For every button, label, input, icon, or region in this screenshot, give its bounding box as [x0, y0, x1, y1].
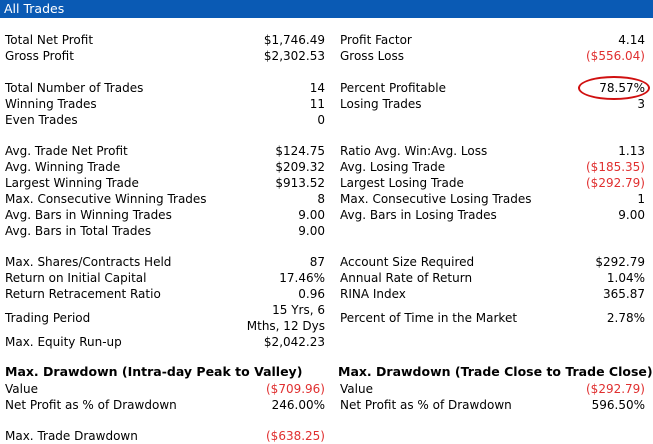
stat-label: Return Retracement Ratio [5, 287, 161, 301]
stat-value: 0.96 [298, 287, 325, 301]
stat-label: Largest Winning Trade [5, 176, 139, 190]
stat-label: Gross Loss [340, 49, 404, 63]
stat-value: $2,302.53 [263, 49, 325, 63]
stat-value: $1,746.49 [263, 33, 325, 47]
stat-label: Total Net Profit [5, 33, 94, 47]
stat-label: Annual Rate of Return [340, 271, 473, 285]
stat-label: RINA Index [340, 287, 406, 301]
report-title: All Trades [4, 1, 65, 16]
stat-value: 9.00 [618, 208, 645, 222]
report-header: All Trades [0, 0, 653, 18]
trading-period-value-line1: 15 Yrs, 6 [272, 303, 325, 317]
stat-label: Net Profit as % of Drawdown [5, 398, 177, 412]
stat-label: Return on Initial Capital [5, 271, 147, 285]
stat-label: Total Number of Trades [5, 81, 144, 95]
stat-label: Avg. Bars in Total Trades [5, 224, 152, 238]
stat-value: 11 [309, 97, 325, 111]
stat-label: Avg. Bars in Winning Trades [5, 208, 172, 222]
stat-label: Max. Equity Run-up [5, 335, 122, 349]
stat-label: Avg. Losing Trade [340, 160, 446, 174]
stat-value: ($709.96) [266, 382, 325, 396]
stat-label: Max. Trade Drawdown [5, 429, 138, 443]
section-title-intraday-drawdown: Max. Drawdown (Intra-day Peak to Valley) [5, 364, 303, 379]
stat-value: 2.78% [606, 311, 645, 325]
stat-label: Trading Period [5, 311, 91, 325]
stat-label: Value [5, 382, 38, 396]
stat-label: Avg. Bars in Losing Trades [340, 208, 497, 222]
stat-value: 17.46% [279, 271, 325, 285]
stat-value: $2,042.23 [263, 335, 325, 349]
stat-value: 9.00 [298, 224, 325, 238]
stat-label: Max. Consecutive Losing Trades [340, 192, 532, 206]
stat-value: ($556.04) [586, 49, 645, 63]
stat-label: Value [340, 382, 373, 396]
stat-value: $124.75 [275, 144, 325, 158]
stat-label: Account Size Required [340, 255, 475, 269]
stat-label: Max. Shares/Contracts Held [5, 255, 172, 269]
stat-label: Avg. Winning Trade [5, 160, 121, 174]
stat-label: Avg. Trade Net Profit [5, 144, 128, 158]
stat-value: 1 [637, 192, 645, 206]
trading-period-value-line2: Mths, 12 Dys [246, 319, 325, 333]
stat-value: 0 [317, 113, 325, 127]
stat-value: $292.79 [595, 255, 645, 269]
section-title-close-drawdown: Max. Drawdown (Trade Close to Trade Clos… [338, 364, 653, 379]
stat-value: 365.87 [603, 287, 645, 301]
stat-label: Profit Factor [340, 33, 412, 47]
stat-value: 1.04% [606, 271, 645, 285]
stat-value: ($638.25) [266, 429, 325, 443]
stat-value: 14 [309, 81, 325, 95]
stat-label: Max. Consecutive Winning Trades [5, 192, 207, 206]
stat-label: Net Profit as % of Drawdown [340, 398, 512, 412]
stat-value: ($185.35) [586, 160, 645, 174]
stat-value: ($292.79) [586, 382, 645, 396]
stat-value: 4.14 [618, 33, 645, 47]
stat-value: 9.00 [298, 208, 325, 222]
stat-value: 1.13 [618, 144, 645, 158]
stat-value: 3 [637, 97, 645, 111]
stat-value: 596.50% [591, 398, 645, 412]
stat-label: Gross Profit [5, 49, 74, 63]
stat-label: Percent of Time in the Market [340, 311, 518, 325]
stat-label: Largest Losing Trade [340, 176, 464, 190]
stat-label: Even Trades [5, 113, 78, 127]
highlight-circle [578, 76, 650, 100]
stat-value: 87 [309, 255, 325, 269]
stat-value: 8 [317, 192, 325, 206]
stat-label: Ratio Avg. Win:Avg. Loss [340, 144, 488, 158]
stat-label: Losing Trades [340, 97, 422, 111]
stat-value: ($292.79) [586, 176, 645, 190]
stat-label: Winning Trades [5, 97, 97, 111]
stat-value: $209.32 [275, 160, 325, 174]
stat-label: Percent Profitable [340, 81, 446, 95]
stat-value: $913.52 [275, 176, 325, 190]
stat-value: 246.00% [271, 398, 325, 412]
